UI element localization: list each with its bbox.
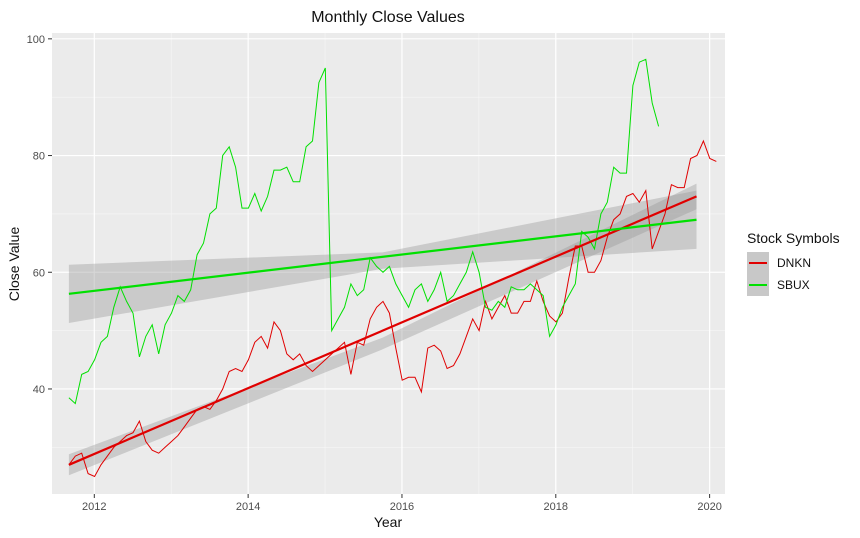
y-tick-label: 60 <box>33 267 45 279</box>
legend-title: Stock Symbols <box>747 230 840 246</box>
legend: Stock Symbols DNKN SBUX <box>747 230 840 296</box>
legend-label-dnkn: DNKN <box>777 256 811 270</box>
confidence-band-dnkn <box>68 183 697 476</box>
plot-panel <box>52 33 725 494</box>
x-tick-label: 2016 <box>390 501 414 513</box>
trend-line-sbux <box>68 218 697 295</box>
legend-label-sbux: SBUX <box>777 278 810 292</box>
x-tick-label: 2020 <box>697 501 721 513</box>
y-tick-label: 100 <box>27 34 45 46</box>
x-axis-title: Year <box>374 514 403 530</box>
x-tick-label: 2018 <box>544 501 568 513</box>
x-tick-label: 2014 <box>236 501 260 513</box>
y-tick-label: 40 <box>33 384 45 396</box>
y-tick-label: 80 <box>33 151 45 163</box>
y-axis-title: Close Value <box>6 227 22 302</box>
chart-title: Monthly Close Values <box>311 9 465 26</box>
series-line-sbux <box>68 58 660 405</box>
x-tick-label: 2012 <box>82 501 106 513</box>
trend-line-dnkn <box>68 195 697 466</box>
